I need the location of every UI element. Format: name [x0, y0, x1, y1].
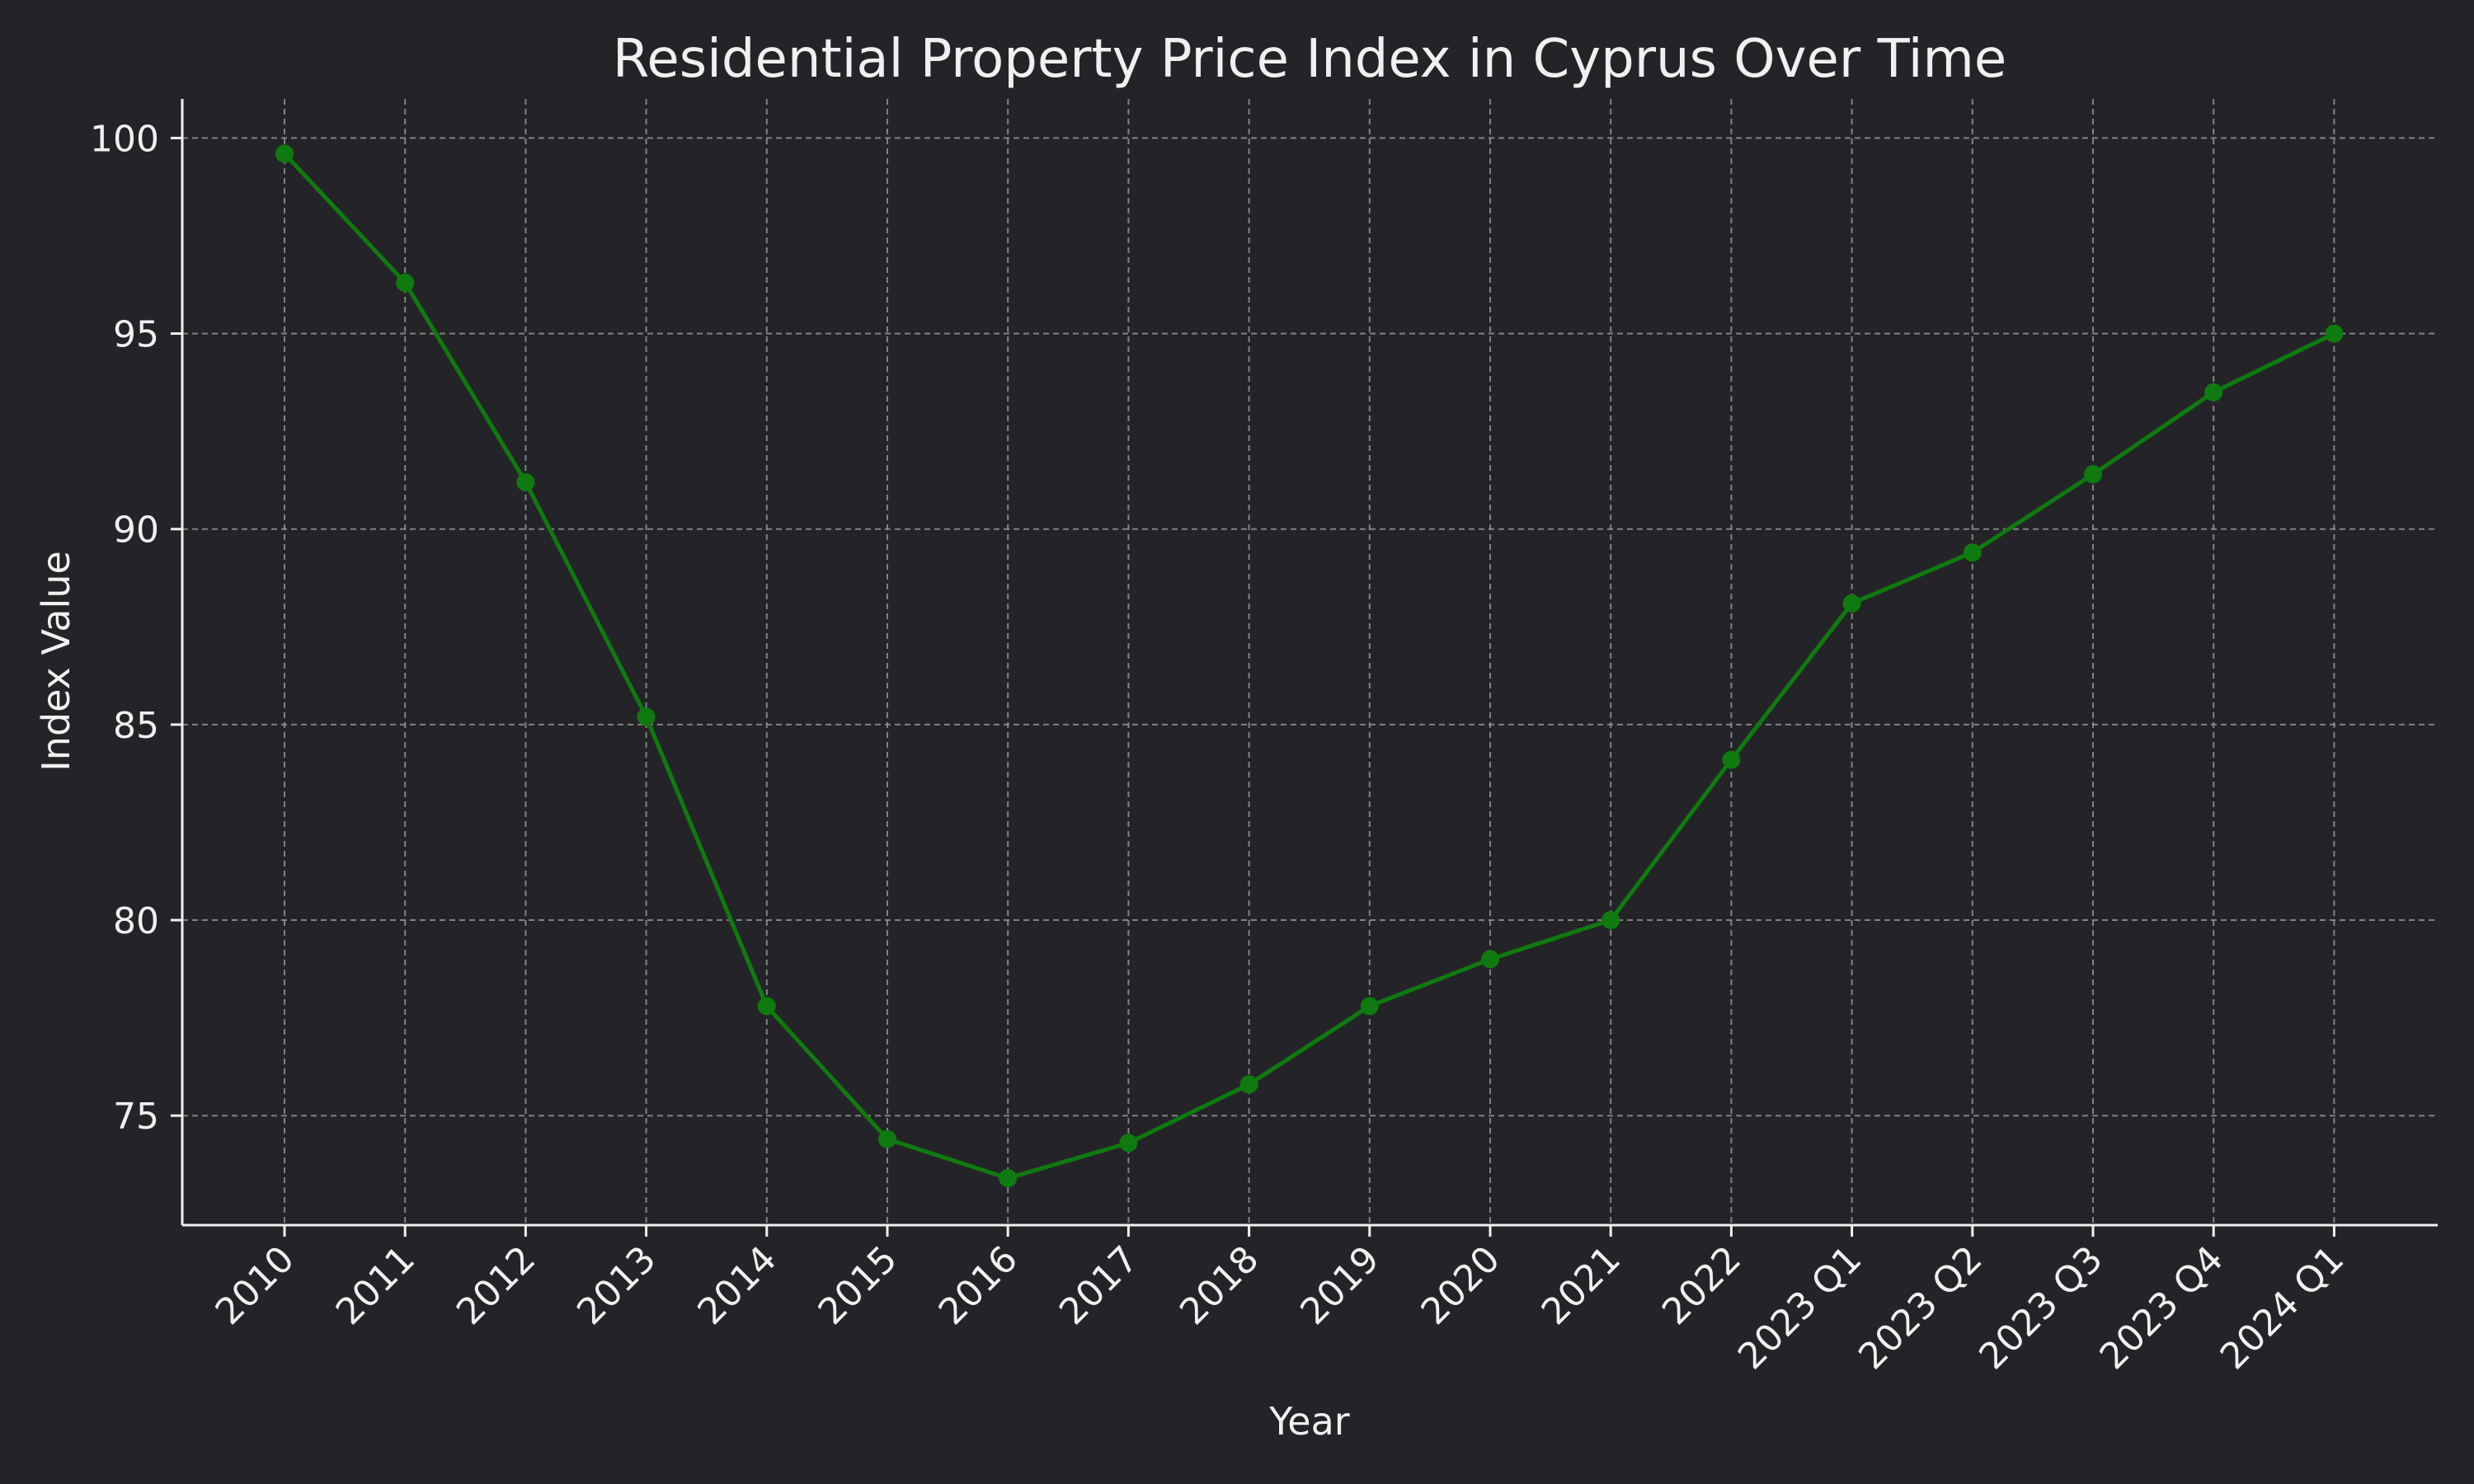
data-point — [1722, 750, 1741, 769]
y-tick-label: 100 — [90, 118, 159, 160]
x-tick-label: 2014 — [689, 1238, 784, 1333]
data-point — [2325, 324, 2344, 343]
x-tick-label: 2020 — [1413, 1238, 1508, 1333]
x-tick-label: 2017 — [1051, 1238, 1146, 1333]
data-point — [2084, 465, 2102, 484]
data-point — [1360, 997, 1379, 1016]
x-tick-label: 2023 Q1 — [1730, 1238, 1870, 1378]
y-tick-label: 95 — [113, 314, 159, 356]
data-point — [2204, 383, 2223, 402]
x-ticks: 2010 2011 2012 2013 2014 2015 2016 2017 2018 2019… — [208, 1225, 2352, 1378]
x-tick-label: 2023 Q2 — [1851, 1238, 1990, 1378]
x-axis-title: Year — [1268, 1399, 1349, 1444]
x-tick-label: 2024 Q1 — [2213, 1238, 2352, 1378]
x-tick-label: 2021 — [1534, 1238, 1629, 1333]
y-tick-label: 85 — [113, 705, 159, 747]
data-point — [878, 1129, 896, 1148]
data-point — [757, 997, 776, 1016]
x-tick-label: 2010 — [208, 1238, 303, 1333]
y-tick-label: 75 — [113, 1096, 159, 1138]
x-tick-label: 2019 — [1292, 1238, 1387, 1333]
data-point — [516, 472, 535, 491]
data-point — [1842, 594, 1861, 613]
series — [283, 152, 2335, 1181]
y-ticks: 75 80 85 90 95 100 — [90, 118, 182, 1138]
data-point — [1963, 543, 1982, 562]
x-tick-label: 2015 — [811, 1238, 905, 1333]
x-tick-label: 2023 Q3 — [1971, 1238, 2110, 1378]
x-tick-label: 2018 — [1172, 1238, 1267, 1333]
axes — [181, 99, 2438, 1227]
y-tick-label: 80 — [113, 900, 159, 942]
data-point — [396, 273, 415, 292]
data-point — [999, 1169, 1018, 1188]
y-tick-label: 90 — [113, 510, 159, 552]
x-tick-label: 2022 — [1654, 1238, 1749, 1333]
chart-title: Residential Property Price Index in Cypr… — [613, 29, 2006, 90]
data-points — [275, 144, 2344, 1188]
x-tick-label: 2016 — [931, 1238, 1026, 1333]
x-tick-label: 2011 — [328, 1238, 423, 1333]
series-line — [283, 152, 2335, 1181]
x-tick-label: 2023 Q4 — [2092, 1238, 2232, 1378]
x-tick-label: 2013 — [569, 1238, 664, 1333]
data-point — [637, 707, 656, 726]
data-point — [1119, 1134, 1138, 1153]
grid — [182, 99, 2438, 1225]
x-tick-label: 2012 — [449, 1238, 543, 1333]
data-point — [1602, 911, 1620, 930]
data-point — [275, 144, 294, 163]
y-axis-title: Index Value — [34, 551, 78, 772]
data-point — [1239, 1075, 1258, 1094]
data-point — [1481, 950, 1499, 969]
